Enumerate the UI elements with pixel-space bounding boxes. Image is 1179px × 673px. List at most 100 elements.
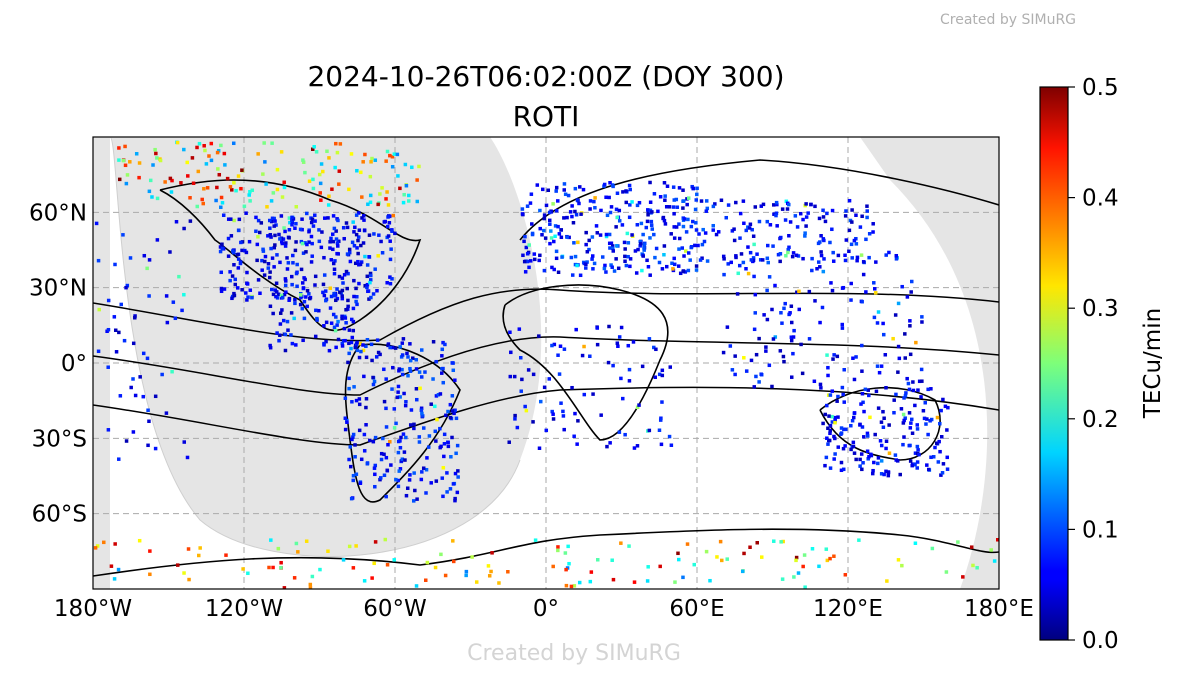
data-point — [137, 175, 141, 180]
data-point — [913, 462, 917, 466]
data-point — [268, 270, 272, 274]
data-point — [658, 195, 663, 199]
data-point — [946, 405, 950, 410]
data-point — [454, 451, 458, 456]
data-point — [508, 374, 513, 379]
data-point — [282, 180, 286, 185]
data-point — [262, 273, 267, 277]
data-point — [278, 322, 283, 326]
data-point — [634, 271, 639, 275]
data-point — [825, 353, 829, 357]
data-point — [823, 412, 827, 417]
y-tick-label: 0° — [61, 351, 87, 377]
data-point — [354, 286, 358, 291]
data-point — [898, 472, 902, 477]
data-point — [788, 220, 793, 224]
data-point — [274, 294, 278, 299]
data-point — [355, 340, 359, 345]
data-point — [395, 395, 400, 400]
data-point — [639, 242, 643, 246]
data-point — [676, 551, 680, 556]
data-point — [797, 307, 802, 312]
data-point — [871, 222, 875, 226]
data-point — [131, 430, 136, 434]
data-point — [830, 208, 835, 213]
data-point — [915, 427, 920, 431]
data-point — [372, 466, 377, 470]
data-point — [380, 251, 385, 255]
data-point — [541, 187, 545, 192]
data-point — [876, 406, 881, 410]
data-point — [556, 353, 560, 357]
data-point — [361, 214, 366, 218]
data-point — [403, 403, 408, 408]
data-point — [315, 316, 319, 321]
data-point — [506, 569, 510, 574]
data-point — [256, 218, 261, 223]
data-point — [245, 282, 250, 286]
data-point — [585, 260, 589, 264]
data-point — [844, 238, 849, 242]
data-point — [553, 234, 557, 239]
data-point — [350, 400, 354, 404]
data-point — [824, 455, 829, 460]
data-point — [908, 319, 912, 323]
data-point — [647, 428, 652, 433]
data-point — [695, 186, 699, 191]
data-point — [672, 262, 677, 267]
data-point — [417, 164, 421, 169]
data-point — [433, 429, 438, 434]
data-point — [577, 580, 582, 585]
data-point — [378, 477, 382, 482]
data-point — [344, 221, 349, 225]
data-point — [401, 200, 406, 205]
data-point — [789, 304, 794, 308]
data-point — [376, 202, 380, 207]
data-point — [632, 446, 637, 450]
data-point — [609, 263, 613, 267]
data-point — [96, 349, 101, 354]
data-point — [692, 562, 696, 567]
data-point — [331, 239, 336, 244]
data-point — [379, 476, 383, 480]
data-point — [902, 435, 906, 439]
data-point — [258, 291, 262, 296]
data-point — [549, 229, 553, 233]
data-point — [663, 198, 667, 202]
data-point — [384, 494, 388, 499]
data-point — [296, 550, 300, 554]
data-point — [382, 452, 386, 457]
data-point — [826, 365, 830, 370]
data-point — [334, 141, 338, 146]
data-point — [562, 182, 567, 186]
data-point — [328, 286, 333, 290]
data-point — [610, 558, 614, 562]
y-tick-label: 60°S — [32, 502, 87, 528]
data-point — [180, 308, 184, 313]
data-point — [577, 201, 581, 206]
data-point — [662, 181, 667, 185]
data-point — [419, 477, 424, 482]
data-point — [913, 541, 918, 545]
data-point — [310, 574, 315, 579]
data-point — [913, 451, 918, 455]
data-point — [361, 160, 365, 164]
data-point — [868, 415, 872, 420]
data-point — [860, 467, 864, 472]
data-point — [657, 372, 662, 377]
data-point — [720, 558, 724, 563]
data-point — [349, 317, 354, 322]
data-point — [328, 246, 332, 250]
data-point — [642, 246, 646, 250]
data-point — [226, 217, 231, 221]
data-point — [685, 202, 689, 207]
data-point — [368, 193, 373, 198]
data-point — [576, 419, 580, 423]
data-point — [322, 293, 327, 298]
data-point — [369, 160, 373, 164]
data-point — [658, 418, 663, 422]
data-point — [160, 372, 164, 377]
mag-lat-south-line — [93, 386, 999, 446]
data-point — [827, 438, 832, 443]
data-point — [671, 205, 676, 209]
